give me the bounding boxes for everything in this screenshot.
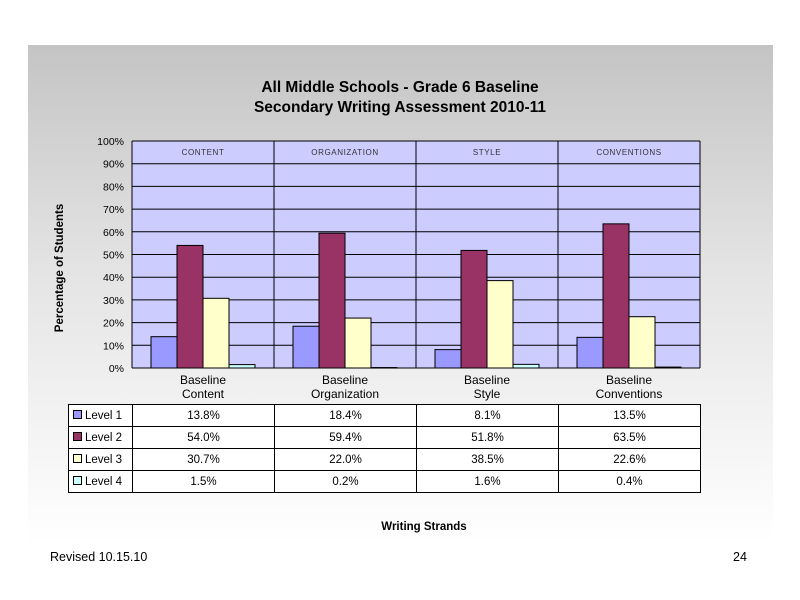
legend-label: Level 4 bbox=[85, 475, 123, 488]
legend-label: Level 3 bbox=[85, 453, 123, 466]
panel-label: STYLE bbox=[473, 148, 501, 157]
x-axis-label: Writing Strands bbox=[381, 521, 467, 533]
y-tick-label: 70% bbox=[103, 204, 124, 216]
bar-level-3 bbox=[344, 317, 372, 369]
y-tick-label: 20% bbox=[103, 318, 124, 330]
bar-level-1 bbox=[150, 336, 178, 369]
legend-swatch bbox=[73, 453, 82, 463]
data-table: Level 1 13.8% 18.4% 8.1% 13.5% Level 2 54.0% 59… bbox=[68, 404, 701, 493]
page-number: 24 bbox=[733, 550, 747, 564]
data-label: 8.1% bbox=[416, 404, 559, 427]
y-axis-label: Percentage of Students bbox=[54, 203, 66, 333]
data-label: 0.4% bbox=[558, 470, 701, 493]
bar-level-1 bbox=[434, 349, 462, 369]
chart-title: All Middle Schools - Grade 6 Baseline Se… bbox=[0, 78, 800, 118]
data-label: 22.6% bbox=[558, 448, 701, 471]
data-label: 51.8% bbox=[416, 426, 559, 449]
bar-level-1 bbox=[292, 325, 320, 369]
category-label: Baseline Style bbox=[464, 373, 510, 401]
bar-level-2 bbox=[176, 244, 204, 369]
revised-date: Revised 10.15.10 bbox=[50, 550, 148, 564]
y-axis-ticks: 0% 10% 20% 30% 40% 50% 60% 70% 80% 90% 100% bbox=[97, 136, 124, 375]
legend-entry: Level 1 bbox=[68, 404, 133, 427]
legend-swatch bbox=[73, 475, 82, 485]
panel-label: ORGANIZATION bbox=[311, 148, 379, 157]
bar-level-3 bbox=[628, 316, 656, 369]
bar-level-3 bbox=[486, 280, 514, 369]
table-row: Level 3 30.7% 22.0% 38.5% 22.6% bbox=[68, 448, 701, 471]
bar-level-3 bbox=[202, 297, 230, 369]
y-tick-label: 50% bbox=[103, 250, 124, 262]
bar-level-1 bbox=[576, 336, 604, 369]
legend-label: Level 1 bbox=[85, 409, 123, 422]
bar-level-2 bbox=[460, 249, 488, 369]
legend-label: Level 2 bbox=[85, 431, 123, 444]
bar-level-4 bbox=[228, 364, 256, 369]
panel-label: CONVENTIONS bbox=[596, 148, 661, 157]
data-label: 1.5% bbox=[132, 470, 275, 493]
y-tick-label: 60% bbox=[103, 227, 124, 239]
legend-entry: Level 3 bbox=[68, 448, 133, 471]
x-axis-categories: Baseline Content Baseline Organization Basel… bbox=[180, 373, 662, 401]
data-label: 18.4% bbox=[274, 404, 417, 427]
data-label: 38.5% bbox=[416, 448, 559, 471]
data-label: 63.5% bbox=[558, 426, 701, 449]
legend-swatch bbox=[73, 431, 82, 441]
table-row: Level 4 1.5% 0.2% 1.6% 0.4% bbox=[68, 470, 701, 493]
y-tick-label: 10% bbox=[103, 340, 124, 352]
data-label: 22.0% bbox=[274, 448, 417, 471]
category-label: Baseline Organization bbox=[311, 373, 379, 401]
legend-swatch bbox=[73, 409, 82, 419]
data-label: 13.8% bbox=[132, 404, 275, 427]
data-label: 0.2% bbox=[274, 470, 417, 493]
data-label: 30.7% bbox=[132, 448, 275, 471]
panel-label: CONTENT bbox=[182, 148, 225, 157]
category-label: Baseline Content bbox=[180, 373, 226, 401]
panel-dividers: CONTENT ORGANIZATION STYLE CONVENTIONS bbox=[131, 141, 701, 368]
bar-level-2 bbox=[602, 223, 630, 369]
bars bbox=[132, 223, 700, 369]
bar-level-4 bbox=[512, 363, 540, 369]
data-label: 13.5% bbox=[558, 404, 701, 427]
table-row: Level 1 13.8% 18.4% 8.1% 13.5% bbox=[68, 404, 701, 427]
y-tick-label: 90% bbox=[103, 159, 124, 171]
chart-title-line-1: All Middle Schools - Grade 6 Baseline bbox=[261, 79, 539, 96]
data-label: 1.6% bbox=[416, 470, 559, 493]
table-row: Level 2 54.0% 59.4% 51.8% 63.5% bbox=[68, 426, 701, 449]
y-tick-label: 40% bbox=[103, 272, 124, 284]
y-tick-label: 80% bbox=[103, 181, 124, 193]
legend-entry: Level 2 bbox=[68, 426, 133, 449]
bar-level-2 bbox=[318, 232, 346, 369]
category-label: Baseline Conventions bbox=[596, 373, 663, 401]
y-tick-label: 0% bbox=[109, 363, 124, 375]
data-label: 59.4% bbox=[274, 426, 417, 449]
y-tick-label: 30% bbox=[103, 295, 124, 307]
data-label: 54.0% bbox=[132, 426, 275, 449]
y-tick-label: 100% bbox=[97, 136, 124, 148]
legend-entry: Level 4 bbox=[68, 470, 133, 493]
chart-title-line-2: Secondary Writing Assessment 2010-11 bbox=[253, 99, 547, 116]
